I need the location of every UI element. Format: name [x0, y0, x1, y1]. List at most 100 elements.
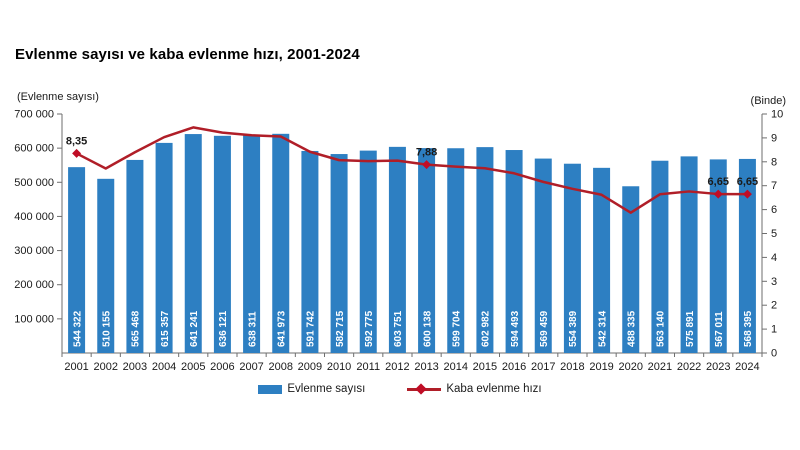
bar-value-label: 569 459	[539, 310, 550, 347]
bar-value-label: 488 335	[627, 310, 638, 347]
bar-2003	[126, 159, 144, 353]
right-tick-label: 7	[771, 180, 777, 192]
year-label: 2001	[64, 361, 88, 373]
bar-value-label: 602 982	[481, 310, 492, 347]
bar-value-label: 567 011	[714, 311, 725, 347]
bar-2004	[155, 142, 173, 353]
legend-line-label: Kaba evlenme hızı	[446, 383, 542, 395]
bar-value-label: 594 493	[510, 310, 521, 347]
bar-2013	[418, 148, 436, 353]
bar-value-label: 603 751	[393, 310, 404, 347]
year-label: 2021	[648, 361, 672, 373]
left-axis-caption: (Evlenme sayısı)	[17, 91, 99, 103]
bar-2023	[709, 159, 727, 353]
bar-2006	[213, 135, 231, 353]
year-label: 2006	[210, 361, 234, 373]
bar-value-label: 592 775	[364, 310, 375, 347]
right-axis-caption: (Binde)	[750, 95, 786, 107]
rate-line-series	[75, 126, 749, 214]
right-tick-label: 9	[771, 132, 777, 144]
diamond-marker-2013	[422, 160, 432, 170]
year-label: 2015	[473, 361, 497, 373]
bar-value-label: 542 314	[597, 310, 608, 347]
bar-2022	[680, 156, 698, 353]
legend-diamond-marker-icon	[415, 383, 428, 395]
left-tick-label: 300 000	[14, 245, 54, 257]
bar-value-label: 615 357	[160, 310, 171, 347]
point-label-2001: 8,35	[66, 135, 87, 147]
left-tick-label: 200 000	[14, 279, 54, 291]
year-label: 2018	[560, 361, 584, 373]
bar-2010	[330, 154, 348, 353]
bar-value-label: 510 155	[102, 310, 113, 347]
legend-item-bars: Evlenme sayısı	[258, 383, 365, 395]
bar-value-label: 544 322	[72, 310, 83, 347]
diamond-marker-2024	[742, 189, 752, 199]
bar-value-label: 600 138	[422, 310, 433, 347]
bar-2011	[359, 150, 377, 353]
year-label: 2013	[414, 361, 438, 373]
right-tick-label: 2	[771, 300, 777, 312]
year-label: 2024	[735, 361, 759, 373]
bar-2008	[272, 133, 290, 353]
year-label: 2002	[94, 361, 118, 373]
bar-value-label: 638 311	[247, 311, 258, 347]
year-label: 2016	[502, 361, 526, 373]
legend-item-line: Kaba evlenme hızı	[407, 383, 542, 395]
year-label: 2003	[123, 361, 147, 373]
right-tick-label: 4	[771, 252, 777, 264]
year-label: 2017	[531, 361, 555, 373]
year-label: 2022	[677, 361, 701, 373]
bar-2019	[593, 167, 611, 353]
right-tick-label: 5	[771, 228, 777, 240]
legend-bar-label: Evlenme sayısı	[287, 383, 366, 395]
year-label: 2019	[589, 361, 613, 373]
bar-value-label: 636 121	[218, 310, 229, 347]
right-tick-label: 0	[771, 348, 777, 360]
point-label-2013: 7,88	[416, 147, 437, 159]
bar-2018	[563, 163, 581, 353]
bar-2012	[388, 146, 406, 353]
bar-value-label: 575 891	[685, 310, 696, 347]
bar-value-label: 599 704	[452, 310, 463, 347]
bar-2017	[534, 158, 552, 353]
year-label: 2004	[152, 361, 176, 373]
bar-series-swatch	[258, 384, 283, 394]
diamond-marker-2023	[713, 189, 723, 199]
bar-value-label: 591 742	[306, 310, 317, 347]
left-tick-label: 100 000	[14, 313, 54, 325]
year-label: 2023	[706, 361, 730, 373]
bar-value-label: 568 395	[743, 310, 754, 347]
bar-value-label: 554 389	[568, 310, 579, 347]
bar-value-label: 641 973	[277, 310, 288, 347]
bar-2024	[738, 158, 756, 353]
year-label: 2010	[327, 361, 351, 373]
chart-title: Evlenme sayısı ve kaba evlenme hızı, 200…	[15, 46, 360, 63]
bar-2009	[301, 150, 319, 353]
diamond-marker-2001	[72, 148, 82, 158]
bar-2015	[476, 147, 494, 353]
left-tick-label: 600 000	[14, 143, 54, 155]
bar-2002	[97, 178, 115, 353]
right-tick-label: 8	[771, 156, 777, 168]
bar-2001	[68, 167, 86, 353]
bar-2016	[505, 150, 523, 353]
year-label: 2020	[619, 361, 643, 373]
bar-2014	[447, 148, 465, 353]
bar-2007	[243, 135, 261, 353]
year-label: 2012	[385, 361, 409, 373]
year-label: 2011	[356, 361, 380, 373]
year-label: 2007	[239, 361, 263, 373]
bar-2020	[622, 186, 640, 353]
left-tick-label: 700 000	[14, 109, 54, 121]
right-tick-label: 6	[771, 204, 777, 216]
right-tick-label: 10	[771, 109, 783, 121]
year-label: 2014	[444, 361, 468, 373]
bar-value-label: 565 468	[131, 310, 142, 347]
point-label-2023: 6,65	[708, 176, 729, 188]
left-tick-label: 400 000	[14, 211, 54, 223]
year-label: 2008	[269, 361, 293, 373]
right-tick-label: 3	[771, 276, 777, 288]
